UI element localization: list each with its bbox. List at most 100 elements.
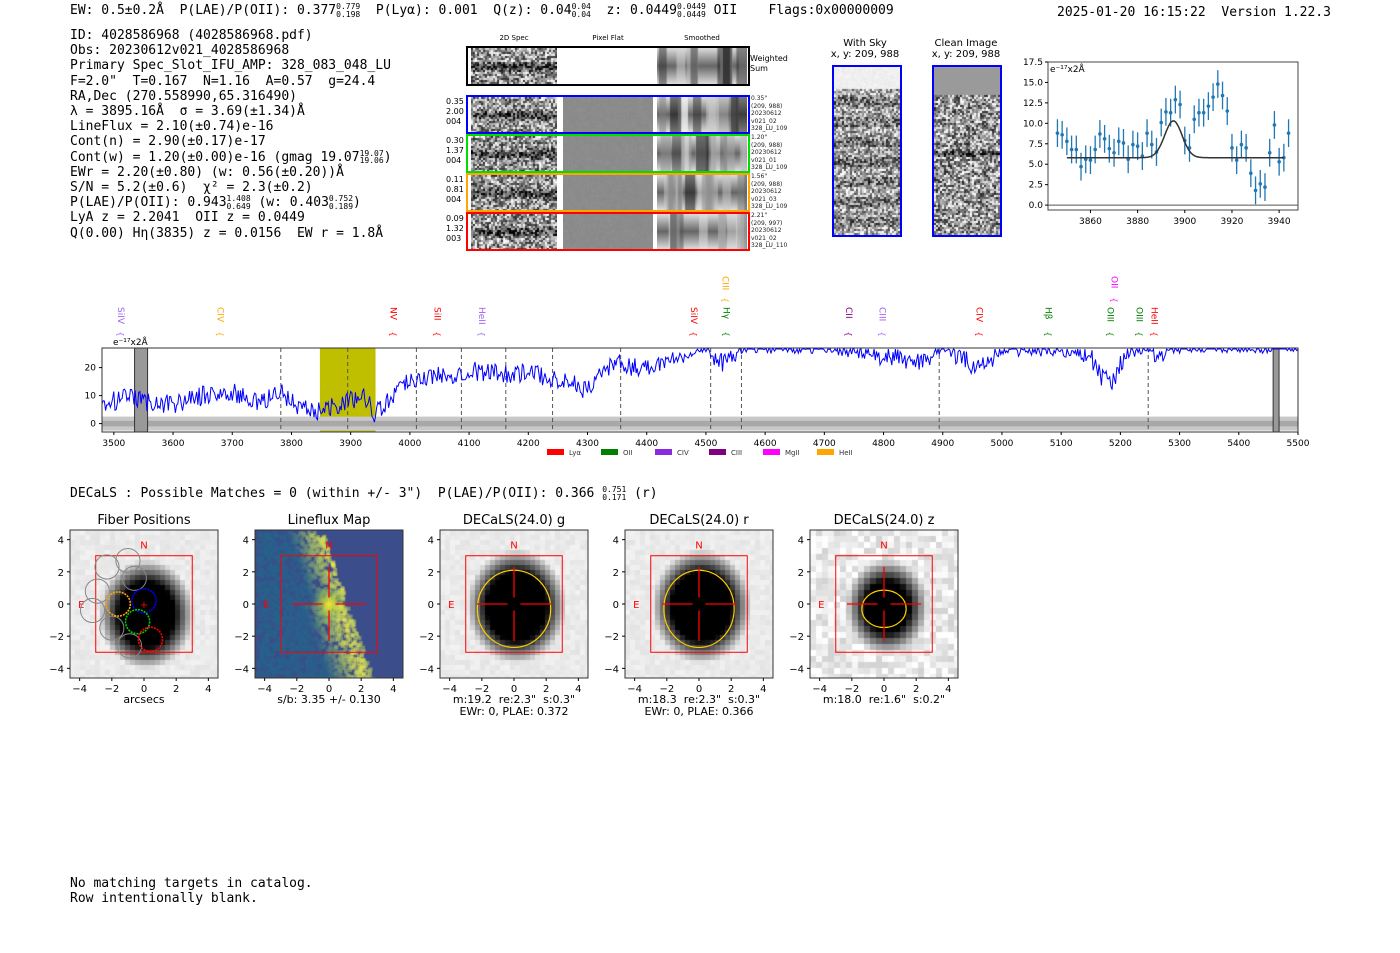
fiber-circle	[121, 565, 147, 591]
decals-lo: 0.171	[602, 492, 627, 502]
y-tick-label: 20	[85, 364, 97, 374]
cont-w-line-text: Cont(w) = 1.20(±0.00)e-16 (gmag 19.07	[70, 149, 360, 165]
emission-line-bracket: {	[477, 331, 486, 336]
masked-region	[1272, 347, 1280, 433]
emission-line-bracket: {	[1105, 331, 1114, 336]
fiber-row	[466, 95, 750, 134]
fiber-circle	[99, 615, 125, 641]
cutout-caption: m:18.0 re:1.6" s:0.2"	[822, 693, 946, 706]
info-line: λ = 3895.16Å σ = 3.69(±1.34)Å	[70, 104, 305, 119]
emission-line-bracket: {	[974, 331, 983, 336]
masked-region	[134, 347, 149, 433]
y-tick-label: −2	[604, 632, 619, 643]
x-tick-label: 4600	[754, 439, 777, 449]
smoothed-cutout	[657, 214, 747, 249]
fiber-circle	[116, 633, 143, 659]
info-line: Cont(n) = 2.90(±0.17)e-17	[70, 134, 266, 150]
data-point	[1102, 137, 1107, 141]
emission-line-bracket: {	[844, 331, 853, 336]
fiber-row-info: 1.20" (209, 988) 20230612 v021_01 328_LU…	[751, 134, 788, 171]
data-point	[1263, 185, 1267, 189]
unit-label: e⁻¹⁷x2Å	[113, 336, 149, 348]
y-tick-label: −2	[419, 632, 434, 643]
x-tick-label: 2	[358, 684, 364, 695]
data-point	[1055, 131, 1060, 135]
emission-line-bracket: {	[433, 331, 442, 336]
spec2d-cutout	[471, 136, 557, 171]
plae-line-text: P(LAE)/P(OII): 0.943	[70, 195, 227, 211]
emission-line-label: Hγ	[721, 307, 731, 320]
cutout-image	[625, 530, 773, 678]
aperture-box	[95, 555, 193, 653]
y-tick-label: −4	[49, 664, 64, 675]
header-ew: EW: 0.5±0.2Å	[70, 3, 164, 18]
x-tick-label: 4000	[398, 439, 421, 449]
data-point	[1216, 82, 1220, 86]
cutout-frame	[439, 529, 589, 679]
emission-line-label: Hβ	[1043, 307, 1053, 320]
data-point	[1230, 146, 1234, 150]
cont-w-line: Cont(w) = 1.20(±0.00)e-16 (gmag 19.07 19.…	[70, 149, 392, 165]
info-line: Primary Spec_Slot_IFU_AMP: 328_083_048_L…	[70, 58, 391, 74]
fiber-row-info: 1.56" (209, 988) 20230612 v021_03 328_LU…	[751, 173, 788, 210]
header-plae-lo: 0.198	[336, 9, 361, 19]
x-tick-label: 3500	[102, 439, 125, 449]
data-point	[1286, 131, 1291, 135]
plae-line-lo: 0.189	[328, 201, 354, 211]
header-z-hi: 0.0449	[676, 2, 706, 11]
fiber-row	[466, 212, 750, 251]
with-sky-image	[832, 65, 902, 237]
emission-line-label: SiIV	[688, 307, 698, 325]
data-point	[1093, 147, 1097, 152]
y-tick-label: 0	[243, 600, 249, 611]
data-point	[1098, 132, 1102, 136]
y-tick-label: 17.5	[1023, 58, 1043, 68]
data-point	[1088, 158, 1093, 162]
smoothed-cutout	[657, 97, 747, 132]
data-point	[1244, 146, 1248, 150]
x-tick-label: 4	[390, 684, 396, 695]
pixel-flat-cutout	[563, 175, 653, 210]
x-tick-label: 4100	[458, 439, 481, 449]
emission-line-label: SiII	[432, 307, 442, 321]
fiber-circle-highlighted	[131, 587, 157, 614]
fiber-row-stats: 0.35 2.00 004	[446, 97, 464, 126]
x-tick-label: 3600	[162, 439, 185, 449]
header-right: 2025-01-20 16:15:22 Version 1.22.3	[1057, 5, 1331, 20]
x-tick-label: 3880	[1126, 217, 1149, 227]
footer-line-2: Row intentionally blank.	[70, 891, 258, 906]
plot-frame	[1047, 61, 1299, 211]
pixel-flat-cutout	[563, 48, 653, 84]
line-fit-chart: 0.0 2.5 5.0 7.5 10.0 12.5 15.0 17.5 3860 3880 3900…	[1023, 58, 1299, 227]
emission-line-bracket: {	[1044, 331, 1053, 336]
emission-line-bracket: {	[1150, 331, 1159, 336]
y-tick-label: 10.0	[1023, 119, 1043, 129]
fiber-circle	[94, 554, 120, 580]
data-point	[1116, 139, 1121, 144]
gaussian-fit-line	[1066, 120, 1284, 159]
emission-line-bracket: {	[388, 331, 397, 336]
x-tick-label: 4800	[872, 439, 895, 449]
cont-w-line-frac: 19.07 19.06	[360, 149, 384, 165]
legend-label: MgII	[785, 449, 800, 457]
cutout-overlay: N E −4 −4 −2 −2 0 0 2 2 4 4	[419, 529, 589, 695]
y-tick-label: 0	[428, 600, 434, 611]
x-tick-label: −2	[844, 684, 859, 695]
data-point	[1168, 110, 1173, 115]
x-tick-label: 4	[760, 684, 766, 695]
info-line: LineFlux = 2.10(±0.74)e-16	[70, 119, 274, 135]
data-point	[1249, 171, 1253, 176]
data-point	[1074, 147, 1079, 152]
cutout-image	[70, 530, 218, 678]
east-label: E	[263, 600, 269, 611]
plae-line-frac: 0.752 0.189	[329, 195, 353, 210]
legend-swatch	[709, 449, 726, 455]
decals-band: (r)	[634, 486, 658, 501]
emission-line-bracket: {	[1109, 297, 1118, 302]
lya-line: LyA z = 2.2041 OII z = 0.0449	[70, 210, 305, 226]
header-z-line: OII	[713, 3, 738, 18]
error-band-inner	[102, 420, 1298, 427]
decals-hi: 0.751	[602, 485, 627, 494]
